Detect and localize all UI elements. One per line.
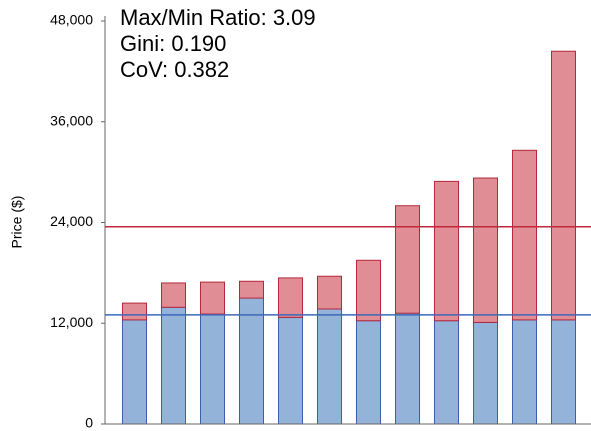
y-tick-label: 0: [85, 415, 93, 431]
bar-segment: [356, 320, 381, 425]
bar-segment: [356, 259, 381, 322]
bar-segment: [473, 177, 498, 323]
bar-segment: [200, 281, 225, 315]
bar-segment: [512, 149, 537, 321]
y-axis-label: Price ($): [9, 196, 25, 249]
bar-segment: [200, 313, 225, 425]
bar-segment: [278, 277, 303, 318]
y-tick-label: 36,000: [50, 112, 93, 128]
bar-segment: [122, 302, 147, 321]
bar-segment: [551, 50, 576, 321]
bar-segment: [239, 297, 264, 425]
bar-segment: [512, 319, 537, 425]
bar-segment: [239, 280, 264, 299]
y-tick-label: 48,000: [50, 12, 93, 28]
bar-segment: [473, 321, 498, 425]
annotation: CoV: 0.382: [120, 57, 229, 82]
y-tick-label: 12,000: [50, 314, 93, 330]
bar-segment: [317, 275, 342, 310]
bar-segment: [278, 316, 303, 425]
bar-segment: [551, 319, 576, 425]
bar-segment: [161, 282, 186, 308]
annotation: Gini: 0.190: [120, 31, 226, 56]
bar-segment: [395, 312, 420, 425]
bar-segment: [434, 320, 459, 425]
bar-segment: [434, 180, 459, 322]
bar-segment: [395, 205, 420, 314]
annotation: Max/Min Ratio: 3.09: [120, 5, 316, 30]
bar-segment: [161, 306, 186, 425]
y-tick-label: 24,000: [50, 213, 93, 229]
bar-segment: [122, 319, 147, 425]
bar-segment: [317, 308, 342, 425]
